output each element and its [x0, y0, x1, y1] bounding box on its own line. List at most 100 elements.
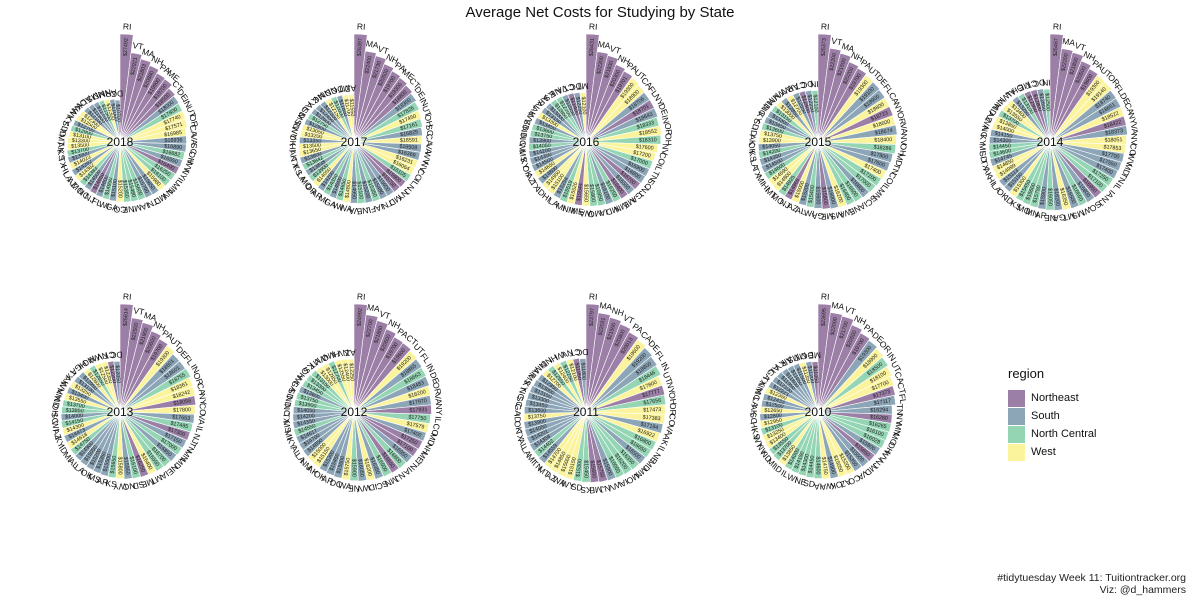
bar-2012-IA [353, 411, 407, 469]
state-label-2015-AZ: AZ [786, 201, 800, 214]
state-label-2015-VT: VT [831, 36, 844, 48]
value-label-2014-AR: $15900 [1040, 187, 1048, 206]
state-label-2016-NV: NV [660, 143, 671, 156]
panel-2016: $26431RI$22300MA$21830VT$20300NH$19701PA… [517, 21, 675, 219]
bar-2014-FL [1049, 89, 1117, 143]
value-label-2015-IN: $12100 [812, 94, 819, 112]
value-label-2017-DC: $11850 [337, 99, 348, 118]
state-label-2010-FL: FL [897, 393, 908, 405]
state-label-2014-MA: MA [1062, 36, 1077, 48]
state-label-2012-MA: MA [366, 302, 381, 314]
state-label-2018-HI: HI [59, 163, 72, 175]
state-label-2014-NV: NV [1129, 133, 1139, 145]
state-label-2018-CA: CA [188, 124, 200, 138]
bar-2016-NH [585, 64, 626, 143]
bar-2014-OH [1017, 92, 1051, 143]
value-label-2014-MD: $17550 [1098, 157, 1117, 169]
bar-2017-NC [319, 100, 355, 143]
state-label-2015-KS: KS [747, 150, 759, 164]
bar-2011-AL [526, 411, 587, 445]
bar-2010-OH [817, 411, 886, 449]
bar-2010-DE [817, 339, 878, 413]
state-label-2011-ME: ME [588, 484, 602, 496]
state-label-2016-KY: KY [518, 157, 531, 171]
state-label-2016-NH: NH [616, 52, 631, 66]
legend-entry-north-central: North Central [1008, 425, 1128, 443]
value-label-2016-CT: $12400 [569, 97, 580, 116]
state-label-2017-CA: CA [424, 134, 434, 146]
value-label-2010-IA: $14600 [815, 457, 821, 475]
value-label-2012-ID: $16200 [362, 458, 372, 477]
bar-2013-NV [100, 361, 121, 413]
panel-2013: $25614RI$22500VT$21900MA$20600NH$19700PA… [49, 291, 208, 492]
bar-2018-NV [119, 141, 166, 192]
bar-2014-NE [1045, 141, 1055, 211]
state-label-2011-IL: IL [655, 444, 667, 455]
state-label-2012-HI: HI [330, 348, 341, 360]
value-label-2013-VT: $22500 [131, 322, 140, 341]
value-label-2014-WV: $17700 [1101, 151, 1120, 161]
value-label-2018-KS: $13700 [71, 146, 90, 156]
bar-2015-NV [817, 134, 897, 145]
state-label-2014-NY: NY [1126, 111, 1139, 125]
bar-2014-VA [1049, 124, 1128, 143]
bar-2018-LA [70, 141, 121, 177]
bar-2011-NM [541, 368, 587, 413]
bar-2011-KS [581, 411, 591, 483]
state-label-2015-IL: IL [879, 181, 891, 193]
bar-2014-LA [998, 141, 1051, 188]
state-label-2014-MN: MN [1025, 206, 1040, 219]
value-label-2018-DC: $10700 [114, 104, 121, 122]
state-label-2010-OK: OK [829, 479, 844, 492]
legend-swatch [1008, 407, 1025, 425]
value-label-2013-CA: $18242 [172, 390, 191, 401]
state-label-2011-WA: WA [551, 474, 567, 488]
bar-2017-CT [353, 84, 413, 143]
bar-2012-OK [318, 411, 355, 473]
bar-2011-ID [523, 411, 587, 422]
state-label-2012-PA: PA [396, 326, 411, 340]
value-label-2012-NE: $15900 [351, 459, 357, 477]
state-label-2015-VA: VA [898, 123, 910, 135]
legend-entry-west: West [1008, 443, 1128, 461]
bar-2013-NH [119, 330, 162, 413]
bar-2018-NE [119, 141, 132, 203]
value-label-2018-CA: $16985 [164, 130, 183, 139]
legend-label: West [1031, 446, 1056, 458]
bar-2014-GA [1049, 141, 1063, 211]
bar-2011-DE [585, 347, 653, 413]
bar-2011-NV [565, 358, 587, 413]
state-label-2017-IL: IL [409, 177, 421, 189]
bar-2018-CT [119, 87, 176, 143]
state-label-2012-NH: NH [387, 317, 402, 331]
value-label-2015-TN: $17600 [867, 157, 886, 169]
state-label-2015-PA: PA [859, 57, 874, 71]
state-label-2010-RI: RI [821, 291, 830, 302]
state-label-2010-MN: MN [892, 422, 905, 437]
bar-2016-DC [573, 91, 587, 143]
value-label-2015-SD: $13600 [765, 125, 784, 136]
bar-2014-ME [1023, 90, 1051, 143]
bar-2018-MI [119, 141, 139, 203]
state-label-2017-RI: RI [357, 21, 366, 32]
state-label-2015-AL: AL [794, 205, 807, 217]
bar-2017-HI [298, 141, 355, 151]
state-label-2012-NC: NC [282, 404, 292, 417]
bar-2013-DC [113, 360, 121, 413]
state-label-2012-MI: MI [283, 429, 296, 441]
value-label-2015-AL: $15200 [801, 183, 811, 202]
bar-2016-GA [585, 141, 635, 196]
state-label-2017-OH: OH [422, 113, 435, 128]
state-label-2011-KS: KS [580, 485, 592, 495]
value-label-2016-IA: $15950 [593, 183, 603, 202]
panel-2010: $23695RI$22000MA$21700VT$20500NH$19700PA… [748, 291, 908, 492]
state-label-2014-KS: KS [1009, 198, 1024, 212]
bar-2013-CT [107, 360, 121, 413]
value-label-2014-VT: $21800 [1069, 57, 1080, 76]
bar-2010-VT [817, 315, 855, 413]
state-label-2012-IL: IL [433, 416, 444, 424]
value-label-2011-SC: $13450 [529, 401, 548, 410]
value-label-2012-OR: $18200 [408, 389, 427, 400]
bar-2011-MO [585, 411, 633, 475]
value-label-2010-NY: $16280 [870, 414, 888, 422]
